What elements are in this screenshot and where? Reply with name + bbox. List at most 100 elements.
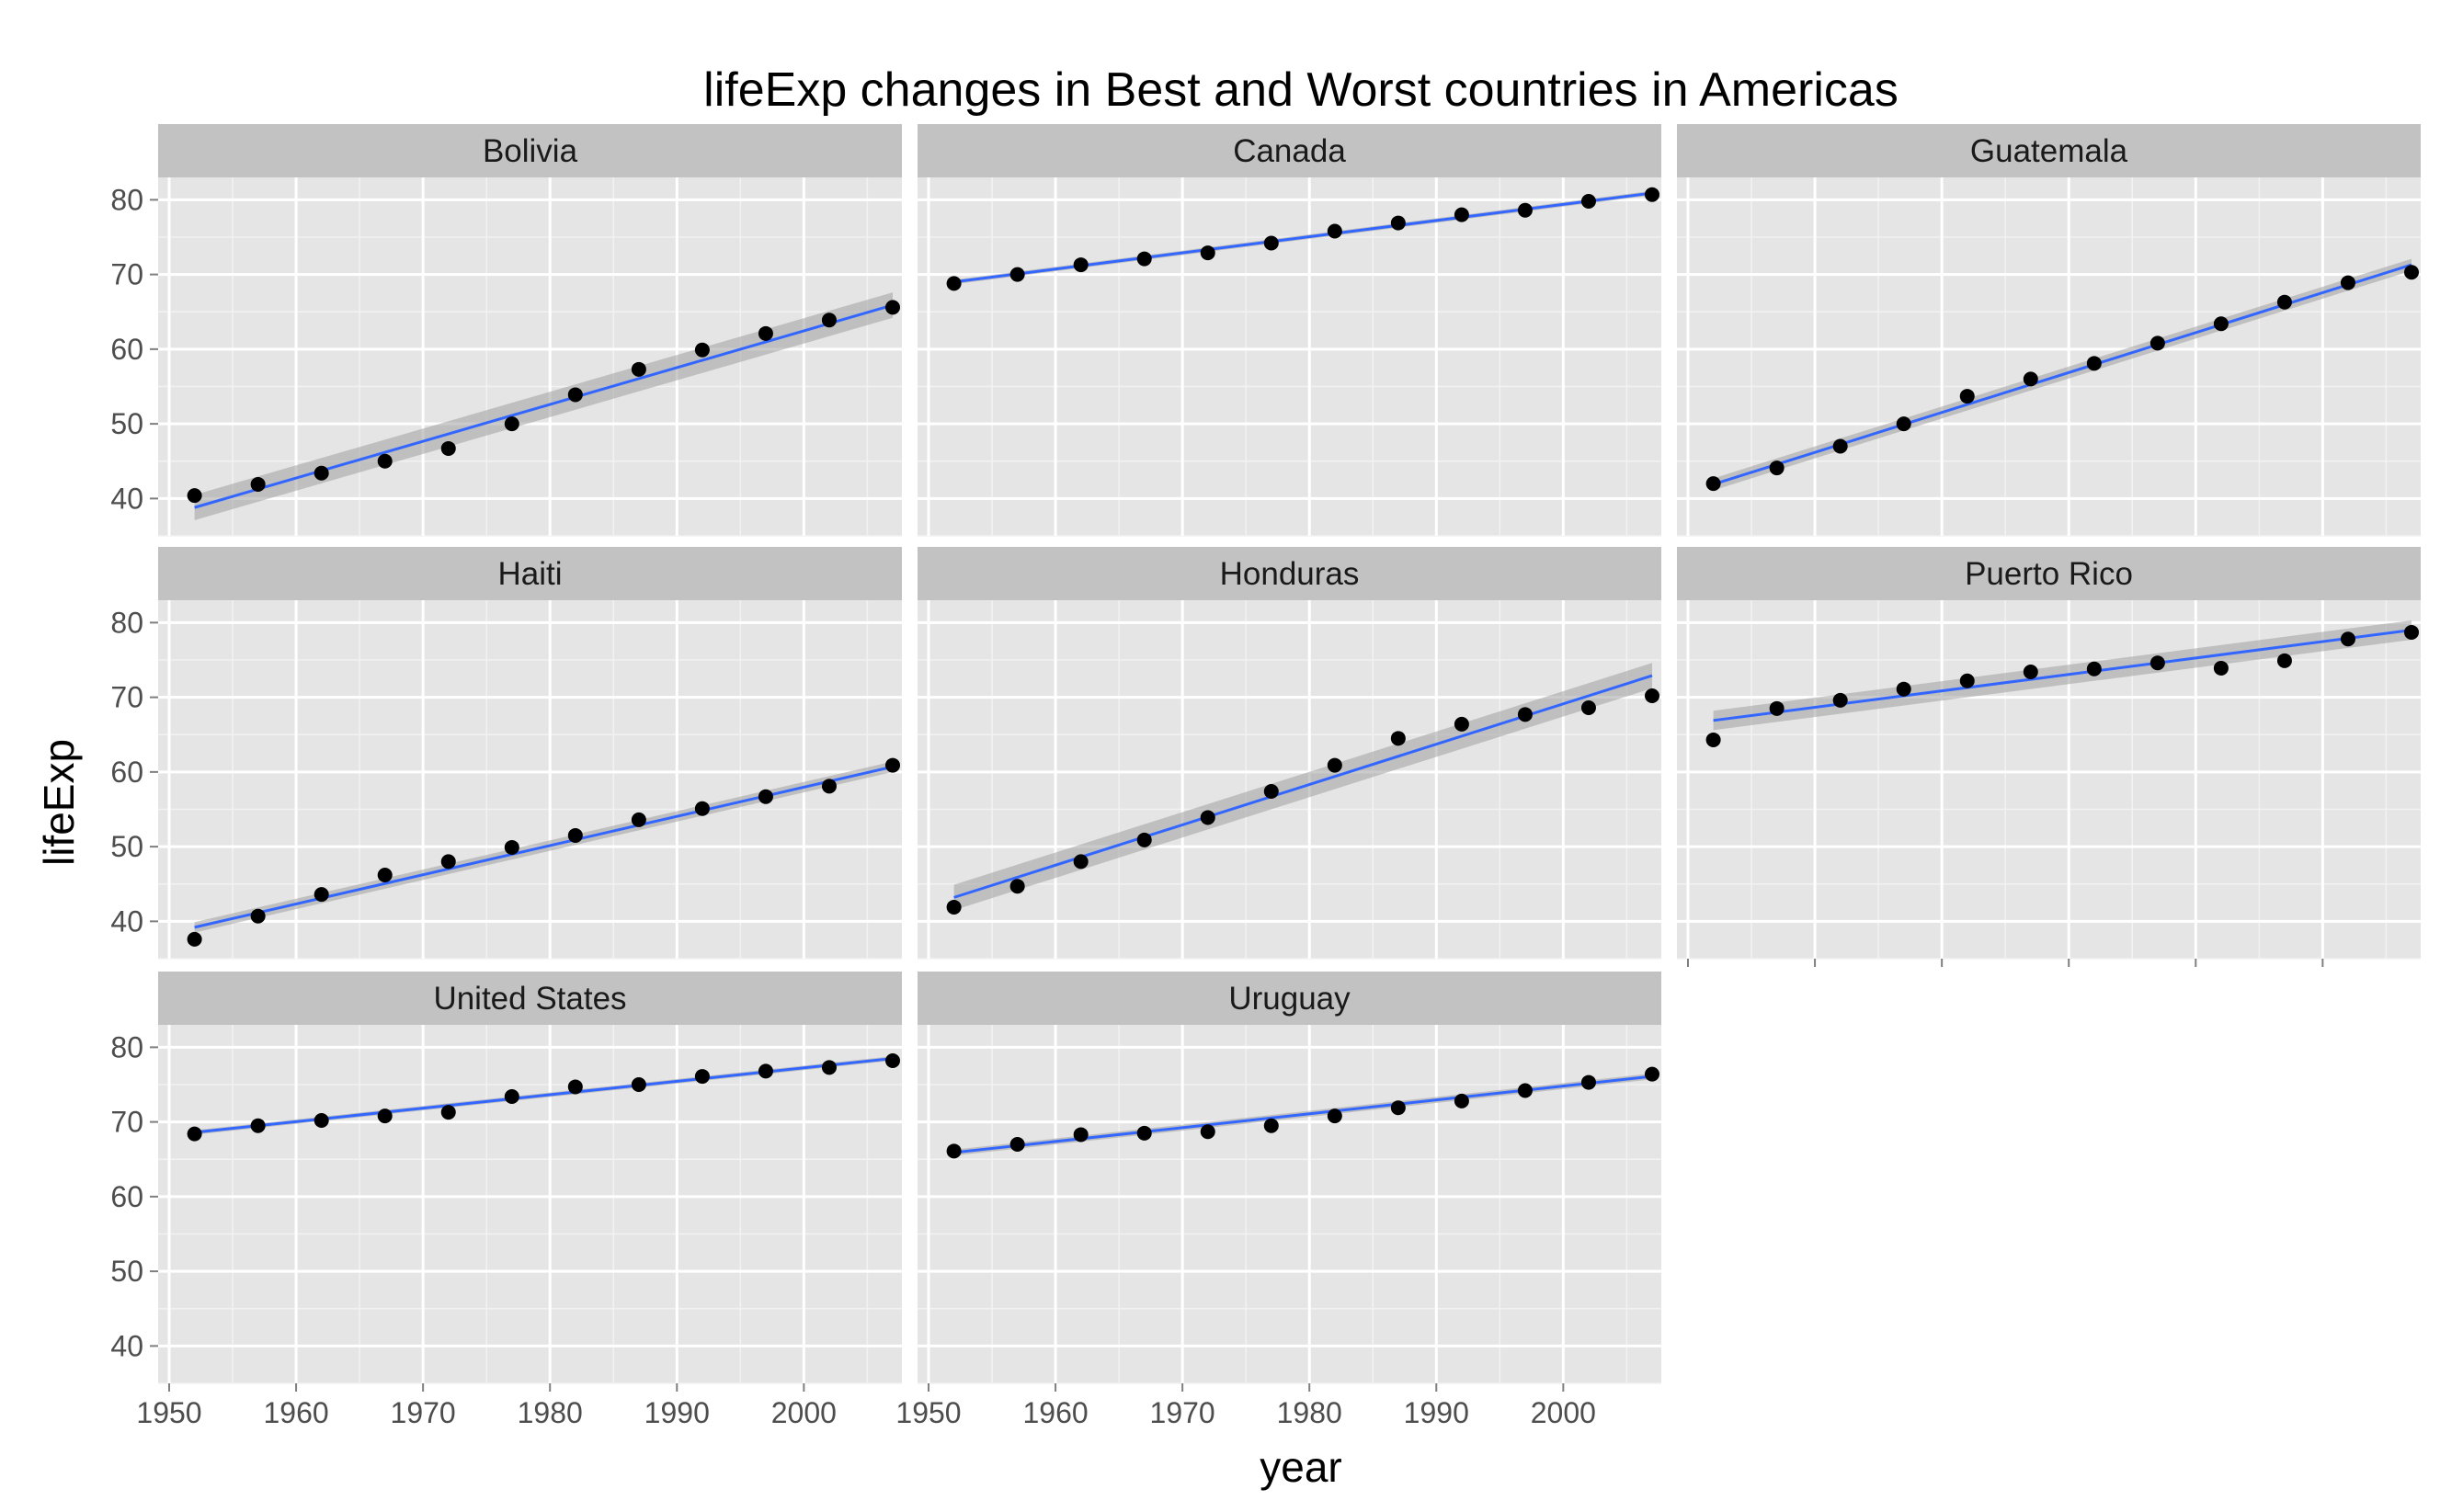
data-point-puerto-rico [1832,692,1848,708]
data-point-canada [1136,251,1152,267]
y-tick-label: 40 [110,482,143,515]
data-point-guatemala [2023,371,2038,387]
data-point-puerto-rico [2340,631,2355,647]
data-point-puerto-rico [1896,681,1911,697]
fit-line-guatemala [1713,263,2412,486]
data-point-guatemala [2340,275,2355,290]
data-point-haiti [821,779,837,794]
data-point-honduras [1263,784,1279,799]
data-point-uruguay [1517,1083,1533,1098]
data-point-guatemala [2276,294,2292,310]
data-point-canada [1454,207,1469,222]
strip-guatemala [1677,124,2421,177]
data-point-united-states [821,1060,837,1075]
fit-line-canada [953,191,1653,284]
data-point-uruguay [1580,1074,1596,1090]
y-tick-label: 80 [110,1030,143,1063]
strip-label-canada: Canada [1233,133,1346,169]
data-point-puerto-rico [2213,660,2229,676]
data-point-haiti [567,827,583,843]
data-point-bolivia [567,387,583,403]
data-point-united-states [187,1126,202,1142]
panel-bg-united-states [158,1025,902,1383]
data-point-uruguay [1390,1100,1406,1116]
facet-canada: Canada [918,124,1661,537]
y-tick-label: 70 [110,1106,143,1139]
strip-bolivia [158,124,902,177]
y-tick-label: 60 [110,756,143,789]
y-tick-label: 50 [110,407,143,440]
data-point-puerto-rico [2276,653,2292,668]
data-point-uruguay [1454,1093,1469,1108]
y-tick-label: 50 [110,830,143,863]
data-point-haiti [440,854,456,870]
fit-line-uruguay [953,1074,1653,1154]
data-point-uruguay [1136,1125,1152,1141]
facet-puerto-rico: Puerto Rico [1677,547,2421,967]
data-point-guatemala [1959,389,1975,404]
x-tick-label: 1950 [895,1396,961,1429]
data-point-bolivia [821,313,837,328]
data-point-honduras [1517,707,1533,722]
data-point-canada [1517,202,1533,218]
strip-label-united-states: United States [433,981,626,1017]
data-point-uruguay [1073,1127,1089,1143]
data-point-canada [946,276,962,291]
data-point-united-states [694,1069,710,1085]
data-point-puerto-rico [2404,624,2419,640]
data-point-united-states [377,1108,393,1124]
strip-united-states [158,972,902,1025]
data-point-uruguay [1200,1124,1215,1140]
data-point-canada [1327,223,1342,239]
data-point-puerto-rico [1769,700,1785,716]
data-point-bolivia [694,342,710,358]
data-point-canada [1073,257,1089,273]
data-point-uruguay [946,1143,962,1159]
data-point-bolivia [440,440,456,456]
data-point-honduras [1327,757,1342,773]
data-point-honduras [1645,688,1659,703]
data-point-haiti [314,887,329,903]
panel-bg-uruguay [918,1025,1661,1383]
data-point-honduras [1073,854,1089,870]
x-tick-label: 2000 [771,1396,837,1429]
y-axis-title: lifeExp [35,739,83,866]
data-point-honduras [1580,700,1596,715]
data-point-haiti [758,789,773,804]
data-point-honduras [1200,810,1215,825]
data-point-puerto-rico [2149,655,2165,671]
strip-label-guatemala: Guatemala [1970,133,2128,169]
data-point-united-states [250,1118,266,1133]
panel-bg-puerto-rico [1677,600,2421,959]
data-point-puerto-rico [2086,661,2102,676]
data-point-uruguay [1645,1066,1659,1082]
y-tick-label: 80 [110,606,143,639]
data-point-canada [1009,267,1025,282]
data-point-haiti [250,908,266,924]
data-point-uruguay [1263,1118,1279,1133]
data-point-guatemala [2404,265,2419,280]
strip-label-haiti: Haiti [497,556,562,592]
panel-bg-canada [918,177,1661,536]
y-tick-label: 40 [110,904,143,938]
fit-line-united-states [194,1057,894,1134]
x-tick-label: 1980 [1277,1396,1342,1429]
data-point-united-states [567,1079,583,1095]
data-point-guatemala [1705,476,1721,492]
data-point-bolivia [314,465,329,481]
strip-honduras [918,547,1661,600]
x-tick-label: 1970 [391,1396,456,1429]
data-point-united-states [631,1077,646,1092]
x-tick-label: 2000 [1531,1396,1596,1429]
data-point-honduras [1454,716,1469,732]
y-tick-label: 60 [110,333,143,366]
data-point-canada [1580,194,1596,209]
fit-line-puerto-rico [1713,629,2412,722]
fit-line-haiti [194,765,894,929]
data-point-bolivia [187,488,202,504]
y-tick-label: 70 [110,258,143,291]
data-point-honduras [1136,832,1152,847]
strip-canada [918,124,1661,177]
data-point-honduras [1390,731,1406,746]
data-point-bolivia [758,325,773,341]
